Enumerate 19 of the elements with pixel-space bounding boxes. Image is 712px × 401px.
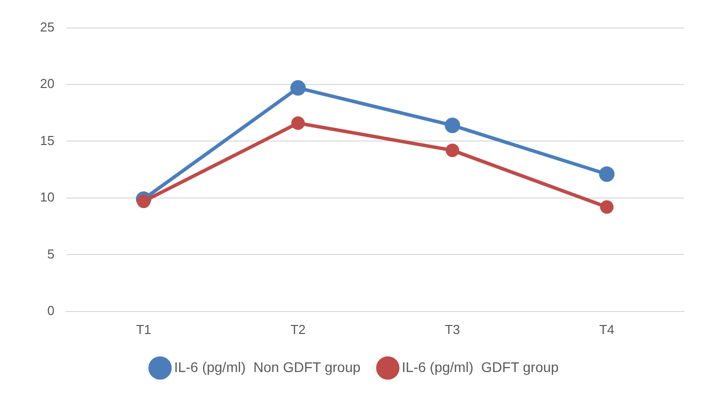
y-tick-label: 0	[47, 302, 54, 318]
point	[600, 200, 614, 214]
x-tick-label: T4	[599, 322, 614, 337]
point	[290, 80, 306, 96]
x-tick-label: T2	[290, 322, 306, 337]
point	[291, 116, 305, 130]
point	[136, 194, 150, 208]
y-tick-label: 5	[47, 246, 54, 262]
point	[444, 118, 460, 134]
y-tick-label: 15	[40, 132, 54, 148]
point	[599, 166, 615, 182]
y-tick-label: 25	[40, 19, 54, 34]
x-tick-label: T1	[136, 322, 152, 337]
y-tick-label: 10	[40, 190, 54, 205]
y-tick-label: 20	[40, 76, 54, 92]
point	[446, 144, 460, 158]
legend-label: IL-6 (pg/ml) Non GDFT group	[174, 358, 361, 375]
x-tick-label: T3	[444, 322, 460, 337]
legend-label: IL-6 (pg/ml) GDFT group	[402, 358, 559, 375]
